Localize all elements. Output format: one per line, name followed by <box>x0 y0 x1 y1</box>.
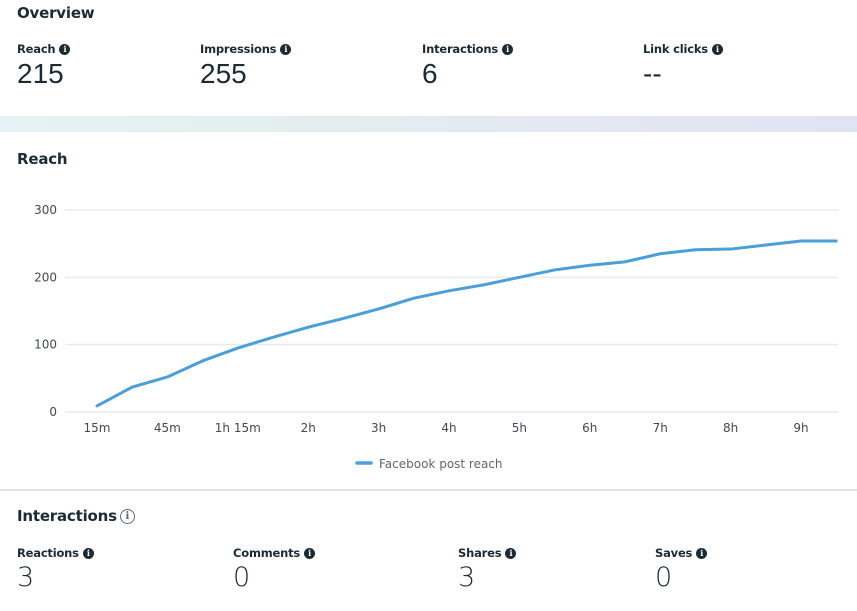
metric-label: Interactions <box>422 42 498 56</box>
info-icon[interactable]: i <box>501 43 513 55</box>
metric-interactions: Interactions i 6 <box>422 42 513 90</box>
metric-impressions: Impressions i 255 <box>200 42 292 90</box>
metric-label: Link clicks <box>643 42 708 56</box>
metric-value: 6 <box>422 58 438 89</box>
x-tick-label: 2h <box>301 421 316 435</box>
metric-label: Reactions <box>17 546 79 560</box>
x-tick-label: 1h 15m <box>215 421 261 435</box>
metric-label: Shares <box>458 546 502 560</box>
x-tick-label: 9h <box>793 421 808 435</box>
info-outline-icon[interactable]: i <box>119 508 135 524</box>
info-icon[interactable]: i <box>696 547 708 559</box>
metric-shares: Shares i 3 <box>458 546 517 594</box>
metric-saves: Saves i 0 <box>655 546 708 594</box>
info-icon[interactable]: i <box>59 43 71 55</box>
y-tick-label: 100 <box>34 338 57 352</box>
overview-section: Overview Reach i 215 Impressions i 255 Int… <box>0 0 857 116</box>
metric-link-clicks: Link clicks i -- <box>643 42 723 90</box>
metric-value: 0 <box>233 562 251 593</box>
x-tick-label: 15m <box>84 421 111 435</box>
legend-label: Facebook post reach <box>379 457 503 471</box>
metric-value: 215 <box>17 58 64 89</box>
metric-label: Impressions <box>200 42 277 56</box>
y-tick-label: 300 <box>34 203 57 217</box>
reach-title: Reach <box>17 150 68 168</box>
metric-comments: Comments i 0 <box>233 546 316 594</box>
metric-label: Comments <box>233 546 301 560</box>
x-tick-label: 6h <box>582 421 597 435</box>
section-divider <box>0 489 857 491</box>
info-icon[interactable]: i <box>304 547 316 559</box>
interactions-section: Interactions i Reactions i 3 Comments i 0 … <box>0 491 857 611</box>
overview-title: Overview <box>17 4 95 22</box>
y-tick-label: 0 <box>49 405 57 419</box>
metric-value: -- <box>643 58 662 89</box>
series-line <box>95 239 838 408</box>
x-tick-label: 4h <box>441 421 456 435</box>
metric-reach: Reach i 215 <box>17 42 71 90</box>
metric-label: Reach <box>17 42 56 56</box>
metric-label: Saves <box>655 546 693 560</box>
metric-value: 255 <box>200 58 247 89</box>
interactions-heading: Interactions i <box>17 507 135 525</box>
x-tick-label: 8h <box>723 421 738 435</box>
x-tick-label: 5h <box>512 421 527 435</box>
metric-value: 3 <box>458 562 476 593</box>
interactions-title: Interactions <box>17 507 117 525</box>
x-tick-label: 3h <box>371 421 386 435</box>
info-icon[interactable]: i <box>280 43 292 55</box>
info-icon[interactable]: i <box>82 547 94 559</box>
metric-reactions: Reactions i 3 <box>17 546 94 594</box>
info-icon[interactable]: i <box>711 43 723 55</box>
x-tick-label: 45m <box>154 421 181 435</box>
reach-line-chart: 0 100 200 300 15m 45m 1h 15m 2h 3h 4h 5h 6h 7h 8h 9h Fa… <box>34 203 838 471</box>
section-separator-band <box>0 116 857 132</box>
y-tick-label: 200 <box>34 270 57 284</box>
x-tick-label: 7h <box>653 421 668 435</box>
metric-value: 3 <box>17 562 35 593</box>
reach-section: Reach 0 100 200 300 15m 45m 1h 15m 2h 3h 4h 5h 6h 7h… <box>0 132 857 489</box>
info-icon[interactable]: i <box>505 547 517 559</box>
metric-value: 0 <box>655 562 673 593</box>
